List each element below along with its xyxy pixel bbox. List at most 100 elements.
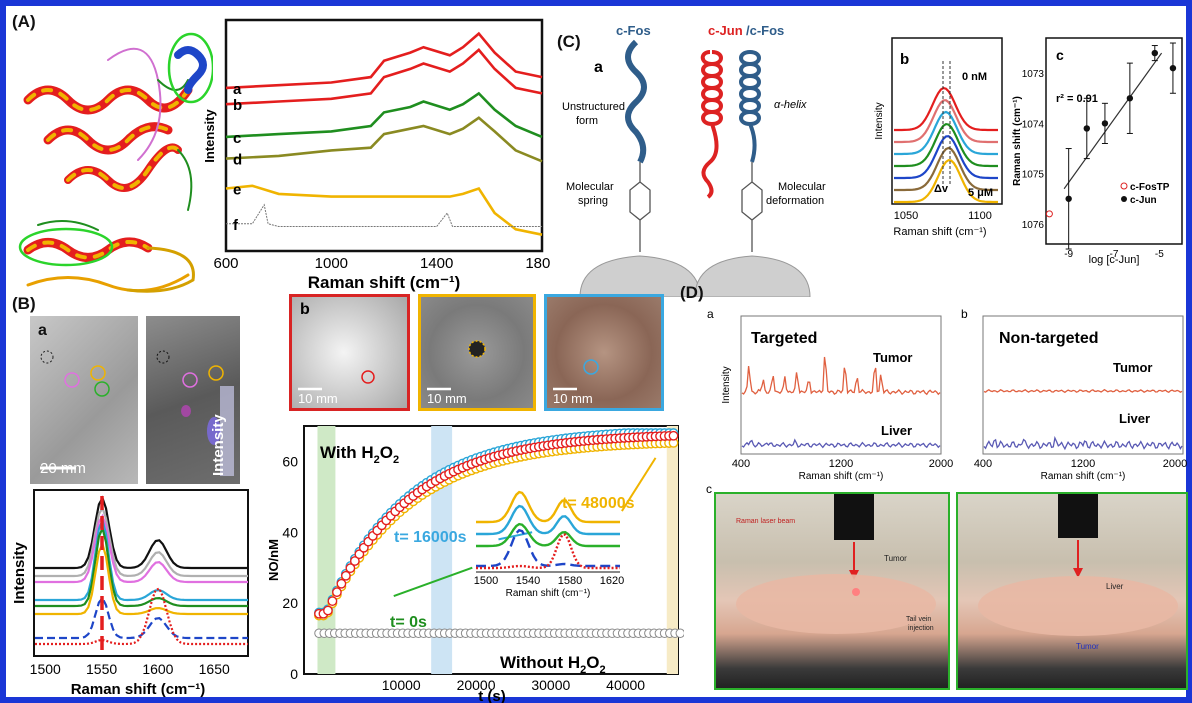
- cb-delta: Δv: [934, 183, 949, 195]
- cc-fostp-point: [1045, 210, 1053, 218]
- cb-peak-3: [894, 122, 998, 168]
- no-t1-label: t= 16000s: [394, 529, 467, 546]
- cfos-unstructured-strand: [625, 39, 647, 164]
- db-liver: Liver: [1119, 411, 1150, 426]
- bs-spectrum-0: [35, 495, 248, 570]
- cc-point-2: [1101, 120, 1109, 127]
- chart-a-series-label-e: e: [233, 181, 241, 198]
- chart-a-series-a: [225, 31, 543, 90]
- no-ylabel: NO/nM: [266, 539, 281, 581]
- surface-2: [694, 255, 811, 297]
- cc-point-5: [1169, 64, 1177, 72]
- cell-image-gold-frame: 10 mm: [418, 294, 536, 411]
- mouse-photo-targeted: Raman laser beam Tumor Tail vein injecti…: [714, 492, 950, 690]
- no-without-label: Without H2O2: [500, 653, 606, 676]
- cc-ytick: 1076: [1022, 220, 1045, 231]
- cell-image-blue-frame: 10 mm: [544, 294, 664, 411]
- sub-label-cc: c: [1056, 47, 1064, 63]
- cjun-helix: [700, 50, 723, 199]
- bs-xtick: 1550: [86, 661, 117, 677]
- text-alpha-helix: α-helix: [774, 99, 807, 111]
- molecular-spring-linker-2: [741, 162, 763, 252]
- no-ytick: 0: [290, 666, 298, 682]
- no-t2-label: t= 48000s: [562, 495, 635, 512]
- photo1-tail-label-2: injection: [908, 625, 934, 632]
- no-xtick: 20000: [457, 677, 496, 693]
- text-mol-spring-2: spring: [578, 195, 608, 207]
- no-t0-label: t= 0s: [390, 614, 427, 631]
- cb-xtick-1: 1050: [894, 210, 918, 222]
- cc-ylabel: Raman shift (cm⁻¹): [1012, 96, 1023, 186]
- sub-label-ba: a: [38, 322, 47, 339]
- chart-a-xtick: 1400: [420, 255, 453, 272]
- da-xlabel: Raman shift (cm⁻¹): [799, 471, 884, 482]
- no-point-with-2: [668, 430, 679, 441]
- panel-cb-chart: b 0 nM 5 μM Δv Intensity 1050 1100 Raman…: [874, 37, 1003, 238]
- cc-fit-line: [1063, 52, 1163, 190]
- surface-1: [579, 255, 701, 297]
- inset-xtick: 1500: [474, 575, 498, 587]
- photo1-tail-label-1: Tail vein: [906, 616, 932, 623]
- cb-peak-1: [894, 99, 998, 144]
- cb-peak-6: [894, 158, 998, 204]
- photo1-tumor-label: Tumor: [884, 554, 907, 563]
- sub-label-dc: c: [706, 482, 712, 496]
- inset-spectrum-2: [476, 522, 620, 548]
- da-liver-spectrum: [741, 438, 941, 449]
- no-xlabel: t (s): [478, 688, 506, 703]
- bs-spectrum-3: [35, 516, 248, 602]
- bs-spectrum-1: [35, 505, 248, 578]
- bs-spectrum-5: [35, 541, 248, 616]
- chart-a-xlabel: Raman shift (cm⁻¹): [308, 273, 461, 292]
- da-tumor: Tumor: [873, 350, 912, 365]
- legend-fostp: c-FosTP: [1130, 182, 1170, 193]
- cc-point-3: [1126, 95, 1134, 102]
- cc-ytick: 1074: [1022, 119, 1045, 130]
- text-unstructured-1: Unstructured: [562, 101, 625, 113]
- inset-xtick: 1540: [516, 575, 540, 587]
- text-mol-deform-2: deformation: [766, 195, 824, 207]
- inset-xtick: 1620: [600, 575, 624, 587]
- scale-bar-ba: 20 mm: [40, 460, 86, 477]
- chart-a-series-f: [226, 203, 542, 227]
- no-point-with-2: [336, 578, 347, 589]
- sub-label-da: a: [707, 307, 714, 321]
- photo1-laser-label: Raman laser beam: [736, 518, 796, 525]
- no-point-without: [675, 628, 684, 638]
- cb-peak-0: [894, 86, 998, 132]
- panel-d-label: (D): [680, 283, 704, 302]
- no-point-with-2: [354, 549, 365, 560]
- text-mol-deform-1: Molecular: [778, 181, 826, 193]
- cb-peak-4: [894, 135, 998, 180]
- da-xtick-1: 400: [732, 458, 750, 470]
- cc-xtick: -9: [1064, 249, 1073, 260]
- da-title: Targeted: [751, 330, 817, 347]
- cb-peak-2: [894, 110, 998, 156]
- bs-spectrum-6: [35, 596, 248, 640]
- da-tumor-spectrum: [741, 356, 941, 396]
- no-xtick: 30000: [531, 677, 570, 693]
- cell-brightfield-image: a 20 mm: [30, 316, 138, 484]
- photo2-liver-label: Liver: [1106, 582, 1124, 591]
- db-xtick-2: 1200: [1071, 458, 1095, 470]
- photo2-tumor-label: Tumor: [1076, 642, 1099, 651]
- cb-top-label: 0 nM: [962, 71, 987, 83]
- chart-a-series-c: [225, 91, 543, 139]
- cb-ylabel: Intensity: [874, 102, 885, 139]
- text-mol-spring-1: Molecular: [566, 181, 614, 193]
- cc-xlabel: log [c-Jun]: [1089, 254, 1140, 266]
- panel-d-spectra-charts: a b Intensity Targeted Non-targeted Tumo…: [707, 307, 1187, 482]
- chart-a-series-b: [225, 48, 543, 106]
- panel-c-label: (C): [557, 32, 581, 51]
- bs-xtick: 1650: [199, 661, 230, 677]
- mouse-photo-nontargeted: Liver Tumor: [956, 492, 1188, 690]
- bs-spectrum-7: [35, 587, 248, 646]
- panel-b-label: (B): [12, 294, 36, 313]
- no-ytick: 40: [282, 524, 298, 540]
- chart-a-xtick: 600: [213, 255, 238, 272]
- no-with-label: With H2O2: [320, 443, 399, 466]
- cc-point-4: [1151, 49, 1158, 57]
- cb-xlabel: Raman shift (cm⁻¹): [893, 226, 986, 238]
- no-ytick: 60: [282, 453, 298, 469]
